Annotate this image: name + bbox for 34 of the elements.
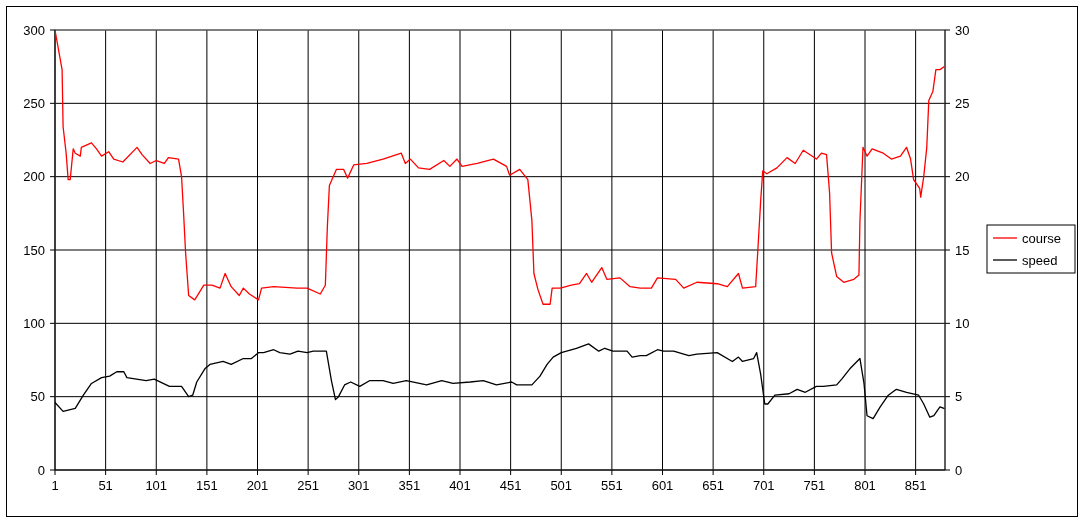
y2-tick-label: 30 xyxy=(955,22,970,38)
x-tick-label: 851 xyxy=(904,478,927,493)
x-tick-label: 251 xyxy=(297,478,319,493)
y-tick-label: 250 xyxy=(23,95,45,111)
x-tick-label: 651 xyxy=(702,478,724,493)
y2-tick-label: 10 xyxy=(955,315,970,331)
x-tick-label: 201 xyxy=(246,478,269,493)
x-tick-label: 1 xyxy=(51,478,59,493)
x-tick-label: 101 xyxy=(145,478,168,493)
y-tick-label: 100 xyxy=(23,315,45,331)
y-tick-label: 150 xyxy=(23,242,45,258)
legend-label: speed xyxy=(1022,252,1058,268)
x-tick-label: 801 xyxy=(854,478,876,493)
y2-tick-label: 15 xyxy=(955,242,970,258)
y-tick-label: 50 xyxy=(30,389,45,405)
x-tick-label: 451 xyxy=(499,478,522,493)
y2-tick-label: 5 xyxy=(955,389,963,405)
y2-tick-label: 0 xyxy=(955,462,963,478)
y2-tick-label: 20 xyxy=(955,169,970,185)
x-tick-label: 151 xyxy=(196,478,218,493)
x-tick-label: 751 xyxy=(803,478,826,493)
x-tick-label: 601 xyxy=(651,478,674,493)
x-tick-label: 401 xyxy=(449,478,471,493)
legend-label: course xyxy=(1022,230,1062,246)
y-tick-label: 0 xyxy=(37,462,45,478)
x-tick-label: 301 xyxy=(347,478,370,493)
x-tick-label: 351 xyxy=(398,478,421,493)
x-tick-label: 501 xyxy=(550,478,573,493)
y-tick-label: 300 xyxy=(23,22,45,38)
x-tick-label: 701 xyxy=(752,478,775,493)
y2-tick-label: 25 xyxy=(955,95,970,111)
x-tick-label: 51 xyxy=(98,478,113,493)
x-tick-label: 551 xyxy=(601,478,623,493)
y-tick-label: 200 xyxy=(23,169,45,185)
